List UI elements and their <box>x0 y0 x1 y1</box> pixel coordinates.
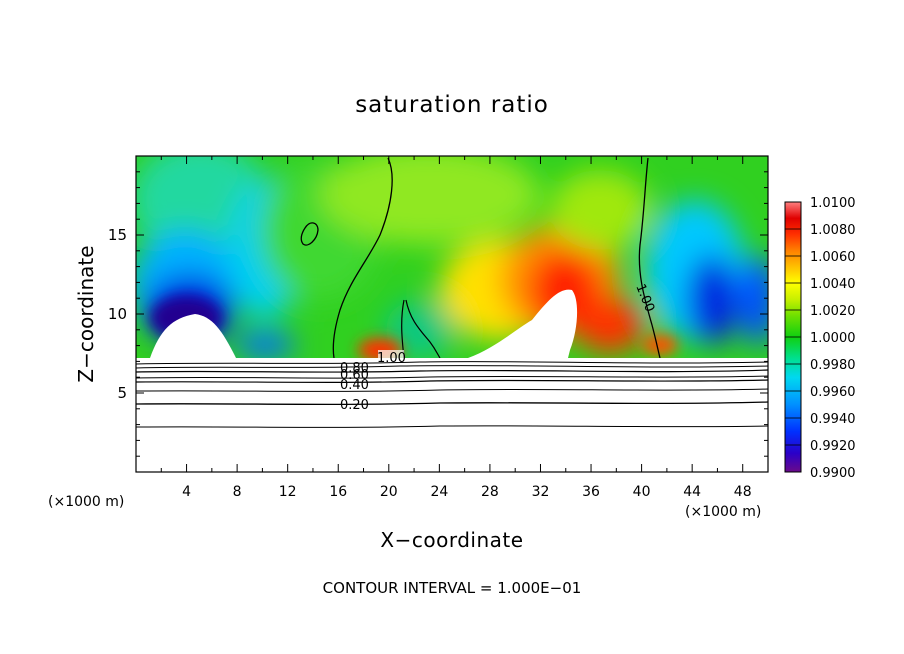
colorbar-tick-label: 1.0020 <box>810 304 856 319</box>
x-tick-label: 4 <box>182 484 191 500</box>
contour-label-100-lower: 1.00 <box>377 351 406 366</box>
chart-title: saturation ratio <box>355 92 549 118</box>
colorbar-tick-label: 1.0080 <box>810 223 856 238</box>
contour-label-060: 0.60 <box>340 368 369 383</box>
x-tick-label: 12 <box>279 484 297 500</box>
lower-contours <box>135 361 769 428</box>
contour-interval-note: CONTOUR INTERVAL = 1.000E−01 <box>323 579 582 597</box>
x-tick-label: 48 <box>734 484 752 500</box>
x-tick-label: 24 <box>430 484 448 500</box>
x-tick-label: 44 <box>683 484 701 500</box>
y-tick-label: 5 <box>117 384 127 402</box>
colorbar-tick-label: 1.0000 <box>810 331 856 346</box>
colorbar-tick-label: 0.9920 <box>810 439 856 454</box>
colorbar-tick-label: 0.9940 <box>810 412 856 427</box>
colorbar-tick-label: 1.0100 <box>810 196 856 211</box>
x-tick-label: 20 <box>380 484 398 500</box>
colorbar-tick-label: 1.0040 <box>810 277 856 292</box>
contour-label-020: 0.20 <box>340 398 369 413</box>
x-unit-right: (×1000 m) <box>685 504 761 520</box>
x-axis-label: X−coordinate <box>380 528 523 552</box>
colorbar-tick-label: 0.9980 <box>810 358 856 373</box>
y-tick-label: 10 <box>108 305 127 323</box>
x-tick-label: 36 <box>582 484 600 500</box>
x-tick-label: 40 <box>633 484 651 500</box>
colorbar: 1.0100 1.0080 1.0060 1.0040 1.0020 1.0000 0.99… <box>784 196 856 481</box>
colorbar-tick-label: 0.9900 <box>810 466 856 481</box>
x-tick-label: 8 <box>233 484 242 500</box>
colorbar-ticks: 1.0100 1.0080 1.0060 1.0040 1.0020 1.0000 0.99… <box>785 196 856 481</box>
colorbar-tick-label: 0.9960 <box>810 385 856 400</box>
x-tick-label: 16 <box>329 484 347 500</box>
contour-label-040: 0.40 <box>340 378 369 393</box>
y-ticks: 5 10 15 <box>108 171 768 457</box>
x-tick-label: 32 <box>532 484 550 500</box>
x-ticks: 4 8 12 16 20 24 28 32 36 40 44 48 <box>160 156 752 500</box>
y-tick-label: 15 <box>108 226 127 244</box>
y-axis-label: Z−coordinate <box>74 245 98 382</box>
x-tick-label: 28 <box>481 484 499 500</box>
saturation-field <box>136 156 768 358</box>
colorbar-tick-label: 1.0060 <box>810 250 856 265</box>
x-unit-left: (×1000 m) <box>48 494 124 510</box>
contour-label-080: 0.80 <box>340 361 369 376</box>
